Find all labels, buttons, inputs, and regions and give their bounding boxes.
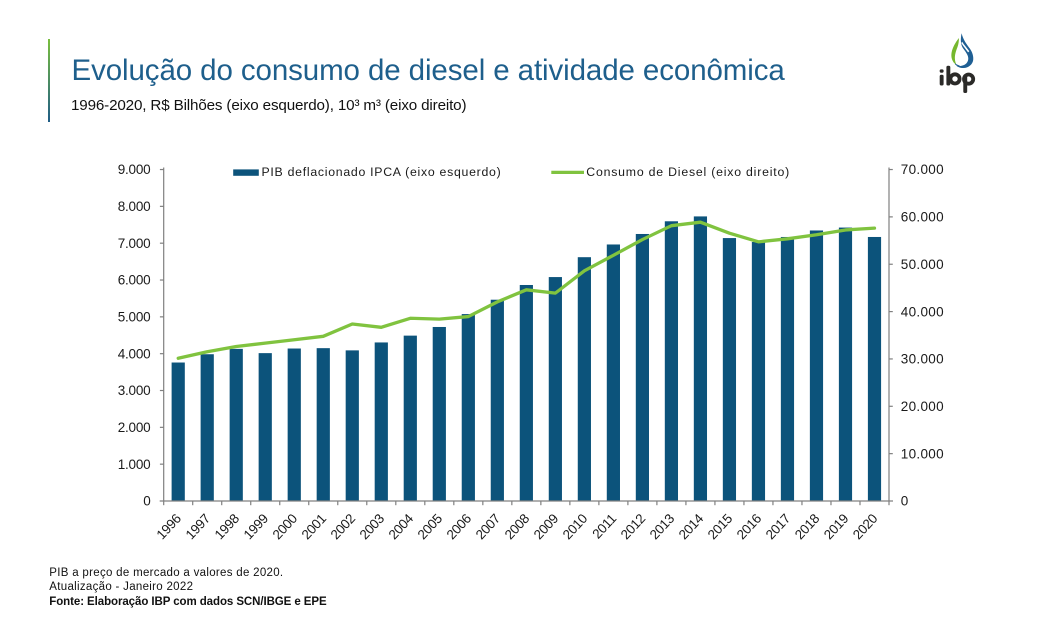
svg-text:2011: 2011 <box>589 511 619 541</box>
svg-text:2006: 2006 <box>444 511 474 542</box>
svg-text:2.000: 2.000 <box>118 420 151 435</box>
svg-text:2015: 2015 <box>705 511 735 542</box>
svg-text:2008: 2008 <box>502 511 532 542</box>
svg-text:2013: 2013 <box>647 511 677 542</box>
svg-text:2017: 2017 <box>763 511 793 542</box>
svg-text:4.000: 4.000 <box>118 346 151 361</box>
svg-text:10.000: 10.000 <box>901 446 944 461</box>
svg-text:8.000: 8.000 <box>118 199 151 214</box>
svg-text:2019: 2019 <box>821 511 851 542</box>
svg-text:20.000: 20.000 <box>901 399 944 414</box>
svg-text:1.000: 1.000 <box>118 457 151 472</box>
svg-text:0: 0 <box>143 494 150 509</box>
svg-text:2001: 2001 <box>299 511 329 542</box>
svg-text:2009: 2009 <box>531 511 561 542</box>
svg-text:60.000: 60.000 <box>901 210 944 225</box>
svg-text:1998: 1998 <box>212 511 242 542</box>
svg-text:1996: 1996 <box>154 511 184 542</box>
svg-text:0: 0 <box>901 494 909 509</box>
svg-text:2016: 2016 <box>734 511 764 542</box>
svg-text:70.000: 70.000 <box>901 162 944 177</box>
svg-text:30.000: 30.000 <box>901 352 944 367</box>
svg-text:6.000: 6.000 <box>118 273 151 288</box>
svg-text:1997: 1997 <box>183 511 213 542</box>
svg-text:9.000: 9.000 <box>118 162 151 177</box>
svg-text:2018: 2018 <box>792 511 822 542</box>
svg-text:7.000: 7.000 <box>118 236 151 251</box>
svg-text:2003: 2003 <box>357 511 387 542</box>
svg-text:2005: 2005 <box>415 511 445 542</box>
svg-text:2002: 2002 <box>328 511 358 542</box>
svg-text:2020: 2020 <box>850 511 880 542</box>
svg-text:2000: 2000 <box>270 511 300 542</box>
svg-text:PIB deflacionado IPCA (eixo es: PIB deflacionado IPCA (eixo esquerdo) <box>262 165 502 179</box>
svg-text:2004: 2004 <box>386 510 417 542</box>
svg-text:5.000: 5.000 <box>118 310 151 325</box>
svg-text:2012: 2012 <box>618 511 648 542</box>
svg-text:3.000: 3.000 <box>118 383 151 398</box>
svg-text:2007: 2007 <box>473 511 503 542</box>
svg-text:2010: 2010 <box>560 511 590 542</box>
svg-text:Consumo de Diesel (eixo direit: Consumo de Diesel (eixo direito) <box>586 165 790 179</box>
svg-text:1999: 1999 <box>241 511 271 542</box>
svg-text:40.000: 40.000 <box>901 304 944 319</box>
svg-text:50.000: 50.000 <box>901 257 944 272</box>
svg-text:2014: 2014 <box>676 510 707 542</box>
